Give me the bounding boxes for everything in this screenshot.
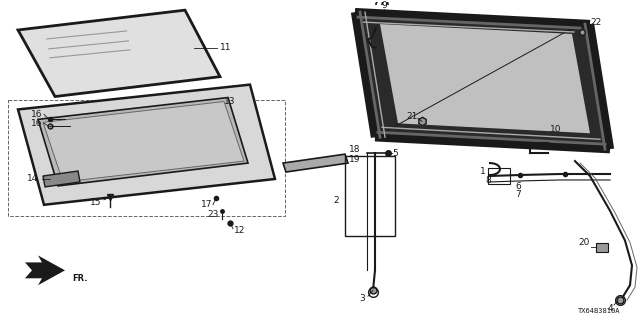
Text: 23: 23 <box>207 210 219 219</box>
Text: 15: 15 <box>90 198 102 207</box>
Polygon shape <box>25 255 65 285</box>
Bar <box>345 156 395 236</box>
Text: 16: 16 <box>31 119 43 128</box>
Text: 3: 3 <box>359 294 365 303</box>
Text: 10: 10 <box>550 125 562 134</box>
Text: FR.: FR. <box>72 274 88 283</box>
Text: 11: 11 <box>220 44 232 52</box>
Text: 7: 7 <box>515 190 521 199</box>
Text: 2: 2 <box>333 196 339 205</box>
Text: 9: 9 <box>554 143 560 152</box>
Text: TX64B3810A: TX64B3810A <box>577 308 620 314</box>
Polygon shape <box>18 84 275 205</box>
Text: 1: 1 <box>480 166 486 176</box>
Text: 17: 17 <box>201 200 212 209</box>
Polygon shape <box>43 101 244 182</box>
Text: 12: 12 <box>234 226 246 235</box>
Text: 6: 6 <box>515 182 521 191</box>
Bar <box>596 243 608 252</box>
Text: 21: 21 <box>406 112 418 121</box>
Polygon shape <box>355 12 610 149</box>
Text: 14: 14 <box>28 174 38 183</box>
Text: 20: 20 <box>579 238 589 247</box>
Polygon shape <box>38 98 248 186</box>
Text: 22: 22 <box>590 18 602 27</box>
Polygon shape <box>18 10 220 97</box>
Text: 4: 4 <box>607 304 613 313</box>
Text: 8: 8 <box>485 176 491 186</box>
Text: 8: 8 <box>359 37 365 46</box>
Text: 19: 19 <box>349 155 361 164</box>
Text: 13: 13 <box>224 97 236 106</box>
Polygon shape <box>283 154 348 172</box>
Text: 9: 9 <box>381 1 387 10</box>
Polygon shape <box>43 171 80 187</box>
Text: 5: 5 <box>392 149 398 158</box>
Text: 18: 18 <box>349 145 361 154</box>
Text: 16: 16 <box>31 110 43 119</box>
Polygon shape <box>380 24 590 133</box>
Bar <box>488 168 510 184</box>
